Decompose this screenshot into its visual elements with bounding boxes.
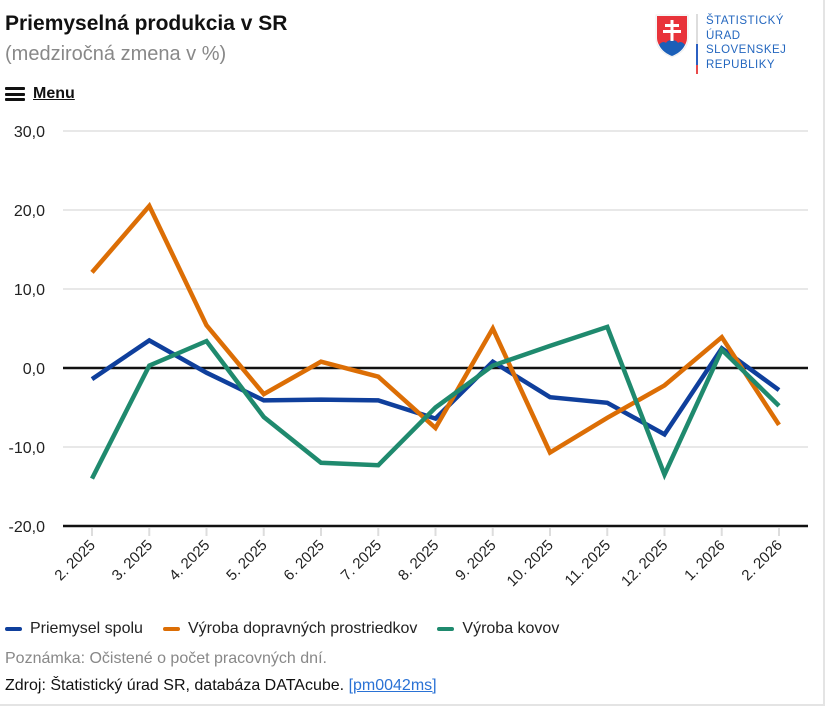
- menu-label: Menu: [33, 85, 75, 102]
- data-point[interactable]: [205, 371, 209, 375]
- data-point[interactable]: [90, 477, 94, 481]
- data-point[interactable]: [491, 327, 495, 331]
- x-tick-label: 3. 2025: [109, 537, 156, 584]
- x-tick-label: 1. 2026: [681, 537, 728, 584]
- y-tick-label: 30,0: [14, 124, 45, 141]
- data-point[interactable]: [663, 473, 667, 477]
- data-point[interactable]: [90, 270, 94, 274]
- data-point[interactable]: [376, 398, 380, 402]
- legend-label: Priemysel spolu: [30, 620, 143, 637]
- legend-item-vyroba-dopravnych-prostriedkov[interactable]: Výroba dopravných prostriedkov: [162, 620, 418, 638]
- data-point[interactable]: [319, 461, 323, 465]
- data-point[interactable]: [376, 463, 380, 467]
- data-point[interactable]: [90, 377, 94, 381]
- x-tick-label: 4. 2025: [166, 537, 213, 584]
- chart-title: Priemyselná produkcia v SR: [5, 12, 288, 35]
- legend-item-priemysel-spolu[interactable]: Priemysel spolu: [5, 620, 143, 638]
- y-axis-ticks: 30,0 20,0 10,0 0,0 -10,0 -20,0: [9, 124, 46, 536]
- x-tick-label: 11. 2025: [562, 537, 615, 590]
- series-lines: [89, 201, 781, 481]
- data-point[interactable]: [548, 344, 552, 348]
- x-tick-label: 2. 2026: [738, 537, 785, 584]
- data-point[interactable]: [319, 398, 323, 402]
- series-line-výroba-dopravných-prostriedkov[interactable]: [90, 201, 781, 456]
- data-point[interactable]: [434, 426, 438, 430]
- data-point[interactable]: [777, 404, 781, 408]
- x-tick-label: 9. 2025: [452, 537, 499, 584]
- legend-label: Výroba kovov: [462, 620, 560, 637]
- source-text: Zdroj: Štatistický úrad SR, databáza DAT…: [5, 677, 349, 694]
- hamburger-icon: [5, 87, 25, 101]
- y-tick-label: 0,0: [23, 361, 45, 378]
- logo-separator: [696, 14, 698, 74]
- data-point[interactable]: [548, 395, 552, 399]
- legend-swatch: [5, 627, 22, 631]
- data-point[interactable]: [262, 398, 266, 402]
- x-tick-label: 7. 2025: [338, 537, 385, 584]
- data-point[interactable]: [605, 401, 609, 405]
- data-point[interactable]: [205, 339, 209, 343]
- legend: Priemysel spolu Výroba dopravných prostr…: [5, 620, 579, 638]
- x-tick-label: 8. 2025: [395, 537, 442, 584]
- data-point[interactable]: [147, 204, 151, 208]
- data-point[interactable]: [376, 375, 380, 379]
- x-tick-label: 2. 2025: [51, 537, 98, 584]
- data-point[interactable]: [777, 423, 781, 427]
- legend-item-vyroba-kovov[interactable]: Výroba kovov: [437, 620, 559, 638]
- line-chart: 30,0 20,0 10,0 0,0 -10,0 -20,0 2. 2025 3. 2025…: [9, 124, 808, 590]
- legend-swatch: [162, 627, 180, 631]
- data-point[interactable]: [663, 383, 667, 387]
- data-point[interactable]: [434, 406, 438, 410]
- data-point[interactable]: [491, 364, 495, 368]
- x-tick-label: 10. 2025: [504, 537, 557, 590]
- x-axis-ticks: 2. 2025 3. 2025 4. 2025 5. 2025 6. 2025 7. 20…: [51, 528, 786, 590]
- data-point[interactable]: [434, 417, 438, 421]
- data-point[interactable]: [147, 364, 151, 368]
- data-point[interactable]: [663, 432, 667, 436]
- y-tick-label: -10,0: [9, 440, 46, 457]
- chart-frame: [0, 0, 825, 706]
- chart-subtitle: (medziročná zmena v %): [5, 43, 227, 65]
- data-point[interactable]: [262, 392, 266, 396]
- slovak-coat-of-arms-icon: [655, 14, 689, 58]
- y-tick-label: 20,0: [14, 203, 45, 220]
- gridlines: [63, 130, 808, 528]
- data-point[interactable]: [720, 348, 724, 352]
- chart-note: Poznámka: Očistené o počet pracovných dn…: [5, 650, 327, 667]
- data-point[interactable]: [147, 338, 151, 342]
- data-point[interactable]: [720, 335, 724, 339]
- x-tick-label: 12. 2025: [618, 537, 671, 590]
- x-tick-label: 5. 2025: [223, 537, 270, 584]
- series-line-výroba-kovov[interactable]: [89, 324, 781, 481]
- menu-button[interactable]: Menu: [5, 85, 75, 103]
- y-tick-label: 10,0: [14, 282, 45, 299]
- data-point[interactable]: [605, 325, 609, 329]
- data-point[interactable]: [319, 360, 323, 364]
- data-point[interactable]: [605, 416, 609, 420]
- y-tick-label: -20,0: [9, 519, 46, 536]
- x-tick-label: 6. 2025: [280, 537, 327, 584]
- source-link[interactable]: [pm0042ms]: [348, 677, 437, 694]
- logo-text: ŠTATISTICKÝ ÚRAD SLOVENSKEJ REPUBLIKY: [706, 15, 787, 71]
- data-point[interactable]: [777, 388, 781, 392]
- series-line-priemysel-spolu[interactable]: [90, 337, 781, 438]
- legend-label: Výroba dopravných prostriedkov: [187, 620, 418, 637]
- data-point[interactable]: [548, 451, 552, 455]
- data-point[interactable]: [205, 323, 209, 327]
- chart-source: Zdroj: Štatistický úrad SR, databáza DAT…: [5, 677, 437, 695]
- susr-logo[interactable]: ŠTATISTICKÝ ÚRAD SLOVENSKEJ REPUBLIKY: [655, 14, 786, 74]
- legend-swatch: [437, 627, 455, 631]
- data-point[interactable]: [262, 415, 266, 419]
